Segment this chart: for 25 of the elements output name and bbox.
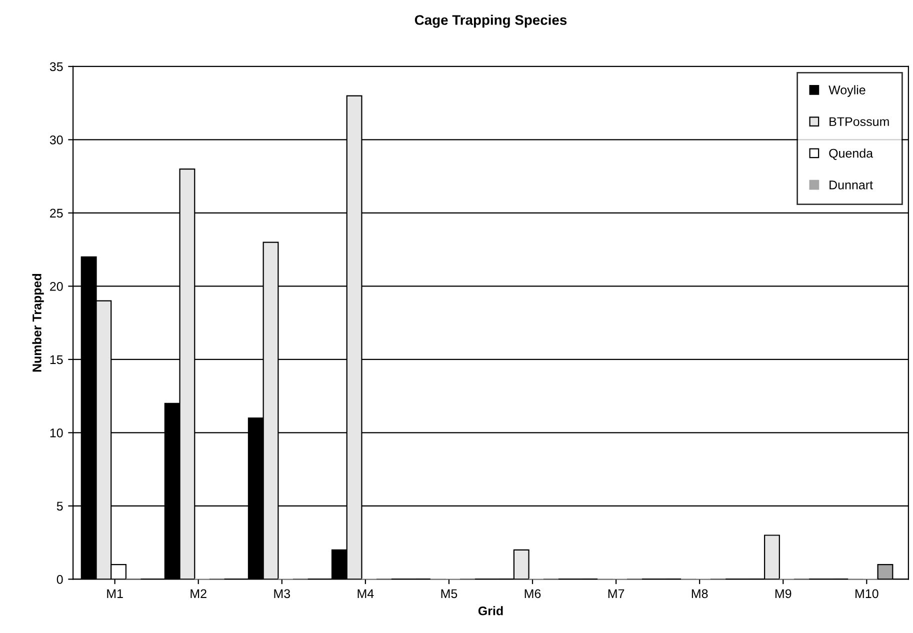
x-tick-label: M3 [274,589,290,598]
x-tick-label: M4 [358,589,374,598]
x-tick-label: M10 [856,589,878,598]
y-tick-label: 15 [50,355,63,364]
chart-title: Cage Trapping Species [414,14,567,28]
y-tick-label: 5 [56,502,63,511]
y-tick-label: 25 [50,208,63,218]
x-tick-label: M8 [692,589,708,598]
y-tick-label: 0 [56,574,63,584]
y-tick-label: 20 [50,282,63,291]
y-tick-label: 30 [50,136,63,144]
legend-label: Dunnart [830,180,873,190]
legend-label: Woylie [828,85,866,97]
legend-label: BTPossum [830,117,889,126]
x-tick-label: M1 [107,589,123,598]
x-tick-label: M6 [524,589,541,598]
x-tick-label: M7 [608,589,624,598]
legend-label: Quenda [829,148,874,160]
y-tick-label: 35 [50,62,63,72]
y-axis-title: Number Trapped [32,274,44,372]
x-tick-label: M2 [190,589,206,598]
x-axis-title: Grid [478,606,503,616]
y-tick-label: 10 [50,428,63,438]
x-tick-label: M5 [441,589,458,598]
x-tick-label: M9 [775,589,792,598]
